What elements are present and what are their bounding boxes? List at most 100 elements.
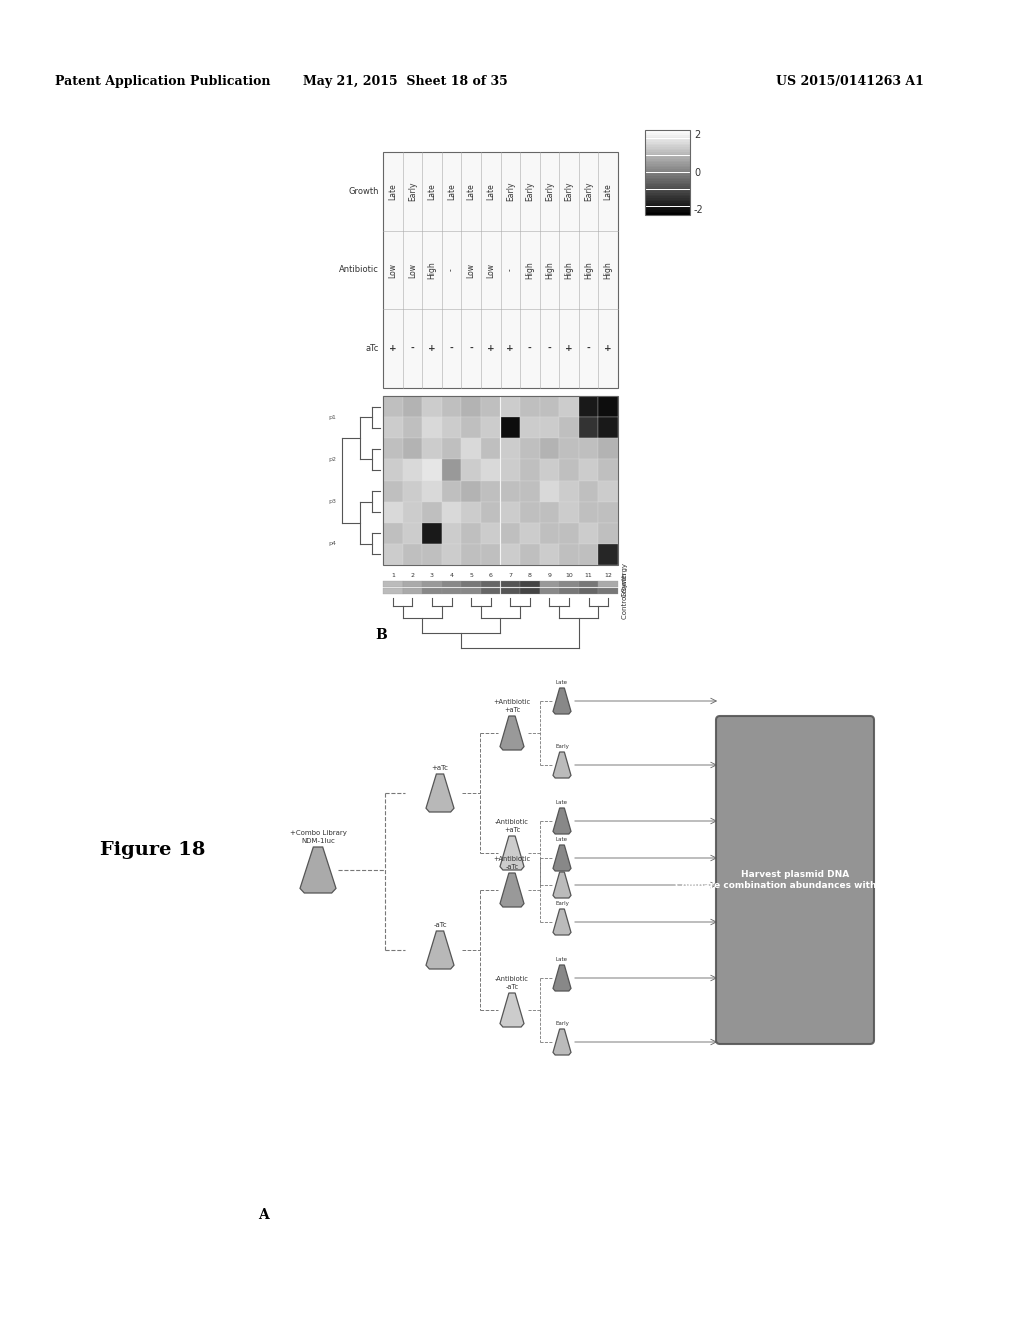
Bar <box>645 170 690 173</box>
Text: p4: p4 <box>328 541 336 546</box>
Bar <box>402 417 422 438</box>
Bar <box>383 396 618 565</box>
Bar <box>540 544 559 565</box>
Bar <box>481 587 501 594</box>
Text: Early: Early <box>555 1020 569 1026</box>
Bar <box>645 190 690 191</box>
Text: Late: Late <box>556 837 568 842</box>
Bar <box>645 137 690 139</box>
Text: -2: -2 <box>694 205 703 215</box>
Text: Early: Early <box>408 182 417 201</box>
Polygon shape <box>553 845 571 871</box>
Bar <box>441 544 462 565</box>
Bar <box>645 185 690 186</box>
Bar <box>383 459 402 480</box>
Bar <box>383 587 402 594</box>
Polygon shape <box>500 715 524 750</box>
Bar <box>402 523 422 544</box>
Bar <box>645 198 690 199</box>
Bar <box>520 587 540 594</box>
Text: Early: Early <box>525 182 535 201</box>
Bar <box>559 587 579 594</box>
Bar <box>501 396 520 417</box>
Bar <box>520 544 540 565</box>
Bar <box>383 438 402 459</box>
Bar <box>559 544 579 565</box>
Bar <box>422 544 441 565</box>
Text: Antibiotic: Antibiotic <box>339 265 379 275</box>
Bar <box>481 480 501 502</box>
Polygon shape <box>300 847 336 894</box>
Bar <box>540 438 559 459</box>
Bar <box>402 396 422 417</box>
Bar <box>501 417 520 438</box>
Bar <box>402 587 422 594</box>
Text: Patent Application Publication: Patent Application Publication <box>55 75 270 88</box>
Bar <box>462 523 481 544</box>
Polygon shape <box>426 931 454 969</box>
Polygon shape <box>553 752 571 777</box>
Text: Late: Late <box>556 680 568 685</box>
Bar <box>481 502 501 523</box>
Text: Late: Late <box>388 183 397 199</box>
Text: +: + <box>507 345 514 354</box>
Bar <box>645 205 690 206</box>
Bar <box>645 214 690 215</box>
Bar <box>598 581 618 587</box>
Bar <box>520 523 540 544</box>
Bar <box>383 581 402 587</box>
Bar <box>579 581 598 587</box>
Text: Low: Low <box>388 263 397 277</box>
Text: +aTc: +aTc <box>504 708 520 713</box>
Bar <box>645 145 690 147</box>
Bar <box>462 480 481 502</box>
Bar <box>645 164 690 166</box>
Text: Growth: Growth <box>622 572 628 597</box>
Bar <box>645 169 690 170</box>
Bar <box>422 396 441 417</box>
Text: -: - <box>548 345 551 354</box>
Bar <box>481 544 501 565</box>
Bar <box>540 417 559 438</box>
Text: Early: Early <box>545 182 554 201</box>
Bar <box>598 417 618 438</box>
Text: Late: Late <box>556 800 568 805</box>
Text: Early: Early <box>506 182 515 201</box>
Text: +: + <box>428 345 436 354</box>
Bar <box>598 438 618 459</box>
Bar <box>645 132 690 133</box>
Text: 2: 2 <box>411 573 415 578</box>
Bar <box>559 581 579 587</box>
Bar <box>520 459 540 480</box>
Bar <box>645 174 690 176</box>
Bar <box>645 135 690 137</box>
Text: Figure 18: Figure 18 <box>100 841 206 859</box>
Bar <box>645 147 690 149</box>
Text: +Antibiotic: +Antibiotic <box>494 855 530 862</box>
Text: Low: Low <box>408 263 417 277</box>
Bar <box>462 587 481 594</box>
Text: A: A <box>258 1208 268 1222</box>
Bar <box>645 210 690 211</box>
Polygon shape <box>500 993 524 1027</box>
Bar <box>598 459 618 480</box>
Bar <box>645 178 690 180</box>
Bar <box>645 193 690 194</box>
Bar <box>462 396 481 417</box>
Text: 11: 11 <box>585 573 593 578</box>
Bar <box>481 438 501 459</box>
Text: 2: 2 <box>694 129 700 140</box>
Bar <box>645 144 690 145</box>
Text: Low: Low <box>486 263 496 277</box>
Bar <box>645 149 690 150</box>
Polygon shape <box>553 909 571 935</box>
Bar <box>645 199 690 202</box>
Text: Growth: Growth <box>348 187 379 195</box>
Text: May 21, 2015  Sheet 18 of 35: May 21, 2015 Sheet 18 of 35 <box>303 75 507 88</box>
Bar <box>540 480 559 502</box>
Text: aTc: aTc <box>366 345 379 354</box>
Text: 8: 8 <box>528 573 531 578</box>
Text: -aTc: -aTc <box>506 865 518 870</box>
Bar <box>462 417 481 438</box>
Bar <box>501 502 520 523</box>
